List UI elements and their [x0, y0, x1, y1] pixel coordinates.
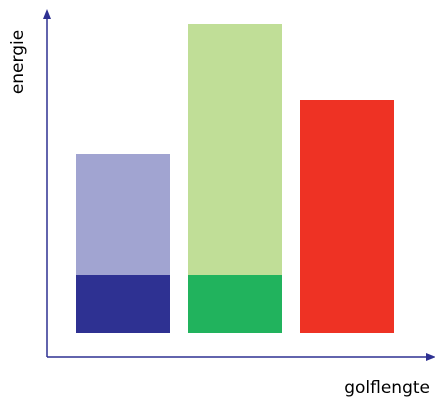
bar-segment [188, 275, 282, 333]
x-axis-label: golflengte [344, 378, 430, 398]
bar-segment [76, 154, 170, 275]
bar-segment [76, 275, 170, 333]
bar-segment [300, 100, 394, 333]
y-axis-label: energie [8, 30, 28, 94]
bar-segment [188, 24, 282, 275]
